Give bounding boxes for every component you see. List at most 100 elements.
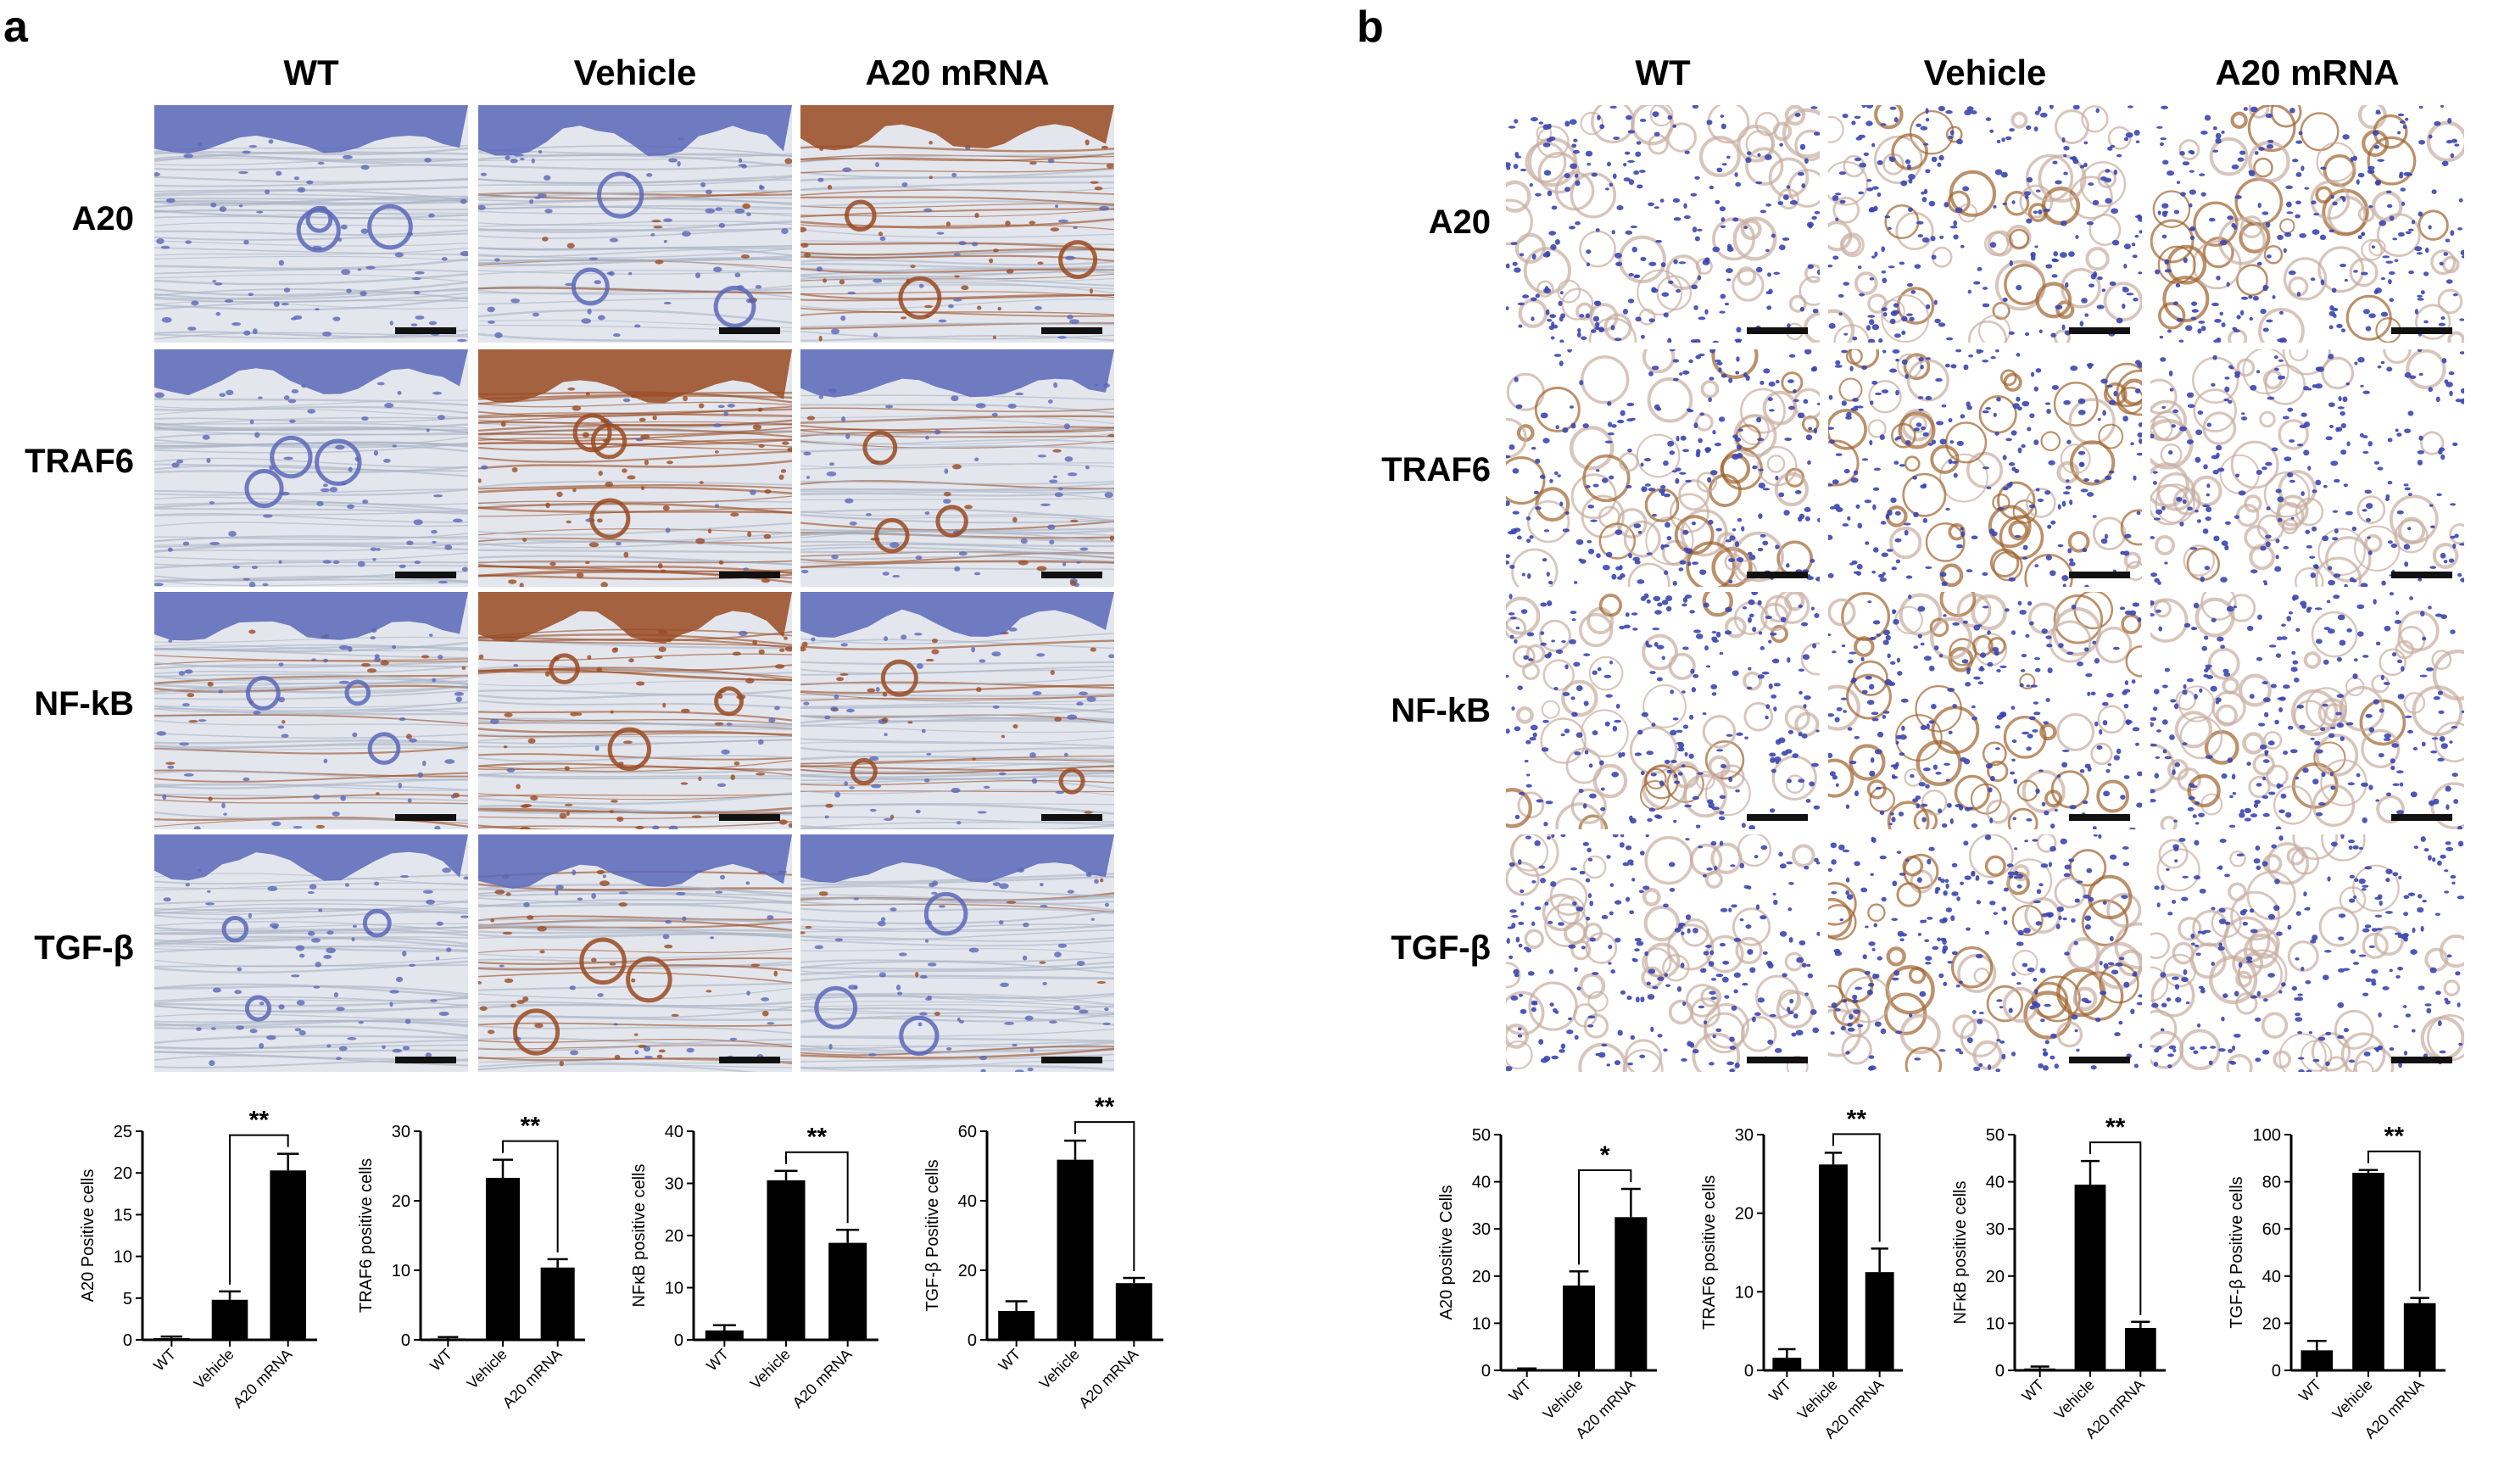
- bar-vehicle: [211, 1299, 248, 1340]
- bar-vehicle: [2352, 1173, 2384, 1370]
- bar-vehicle: [2074, 1184, 2106, 1370]
- y-tick-label: 20: [392, 1192, 410, 1211]
- y-axis-label: TGF-β Positive cells: [923, 1159, 942, 1311]
- scale-bar: [2069, 327, 2130, 334]
- row-label-traf6: TRAF6: [25, 443, 134, 480]
- significance-bracket: [502, 1140, 559, 1252]
- micrograph-tgf-beta-wt: [154, 834, 468, 1072]
- scale-bar: [2069, 572, 2130, 578]
- x-tick-label: Vehicle: [1794, 1376, 1841, 1423]
- x-tick-label: WT: [703, 1346, 732, 1375]
- scale-bar: [719, 1057, 780, 1063]
- significance-label: *: [1600, 1141, 1610, 1169]
- y-tick-label: 30: [665, 1175, 683, 1194]
- x-tick-label: WT: [1506, 1376, 1535, 1405]
- x-tick-label: A20 mRNA: [230, 1346, 296, 1412]
- y-tick-label: 60: [958, 1123, 977, 1141]
- bar-a20-mrna: [2403, 1303, 2436, 1370]
- scale-bar: [395, 814, 456, 821]
- scale-bar: [1747, 572, 1808, 578]
- significance-label: **: [2105, 1113, 2126, 1141]
- scale-bar: [1041, 327, 1102, 334]
- significance-bracket: [2367, 1150, 2421, 1292]
- micrograph-traf6-a20-mrna: [800, 349, 1114, 587]
- bar-a20-mrna: [2124, 1327, 2156, 1370]
- micrograph-tgf-beta-wt: [1506, 834, 1820, 1072]
- column-header-wt: WT: [1635, 53, 1691, 92]
- y-tick-label: 80: [2262, 1174, 2281, 1192]
- x-tick-label: WT: [995, 1346, 1024, 1375]
- micrograph-tgf-beta-a20-mrna: [2150, 834, 2464, 1072]
- column-header-vehicle: Vehicle: [573, 53, 697, 92]
- micrograph-a20-a20-mrna: [2150, 105, 2464, 343]
- y-tick-label: 10: [1735, 1283, 1754, 1302]
- y-tick-label: 0: [1995, 1362, 2005, 1381]
- y-tick-label: 20: [1735, 1205, 1754, 1224]
- scale-bar: [719, 327, 780, 334]
- y-tick-label: 40: [958, 1192, 977, 1211]
- scale-bar: [1747, 1057, 1808, 1063]
- scale-bar: [395, 572, 456, 578]
- significance-label: **: [1095, 1093, 1115, 1121]
- x-tick-label: WT: [1765, 1376, 1794, 1405]
- micrograph-traf6-wt: [1506, 349, 1820, 587]
- scale-bar: [2391, 572, 2452, 578]
- y-tick-label: 100: [2253, 1126, 2281, 1145]
- y-tick-label: 20: [114, 1164, 132, 1183]
- bar-wt: [153, 1338, 190, 1340]
- micrograph-nfkb-vehicle: [478, 592, 792, 829]
- bar-wt: [2300, 1350, 2334, 1370]
- y-tick-label: 60: [2262, 1220, 2281, 1239]
- column-header-wt: WT: [283, 53, 339, 92]
- x-tick-label: Vehicle: [2329, 1376, 2376, 1423]
- scale-bar: [2069, 1057, 2130, 1063]
- y-tick-label: 40: [665, 1123, 683, 1141]
- x-tick-label: A20 mRNA: [789, 1346, 856, 1412]
- significance-bracket: [1832, 1133, 1881, 1242]
- y-tick-label: 0: [1744, 1362, 1754, 1381]
- bar-chart: 0 5 10 15 20 25 A20 Positive cells WT VehicleA20…: [79, 1107, 317, 1412]
- bar-vehicle: [767, 1180, 806, 1340]
- scale-bar: [2069, 814, 2130, 821]
- y-tick-label: 20: [665, 1227, 683, 1246]
- scale-bar: [395, 1057, 456, 1063]
- row-label-nfkb: NF-kB: [1391, 692, 1491, 729]
- significance-label: **: [1847, 1105, 1867, 1133]
- scale-bar: [2391, 1057, 2452, 1063]
- scale-bar: [1747, 814, 1808, 821]
- x-tick-label: Vehicle: [464, 1346, 510, 1392]
- micrograph-traf6-a20-mrna: [2150, 349, 2464, 587]
- y-axis-label: TGF-β Positive cells: [2228, 1176, 2246, 1328]
- bar-a20-mrna: [1115, 1283, 1152, 1340]
- y-tick-label: 40: [1472, 1174, 1491, 1192]
- panel-letter: b: [1357, 3, 1384, 52]
- y-tick-label: 25: [114, 1123, 132, 1141]
- micrograph-a20-vehicle: [478, 105, 792, 343]
- x-tick-label: Vehicle: [2051, 1376, 2098, 1423]
- y-tick-label: 10: [1472, 1314, 1491, 1333]
- y-tick-label: 0: [401, 1331, 410, 1350]
- scale-bar: [2391, 814, 2452, 821]
- row-label-nfkb: NF-kB: [34, 685, 134, 722]
- y-tick-label: 30: [392, 1123, 410, 1141]
- micrograph-nfkb-a20-mrna: [800, 592, 1114, 829]
- micrograph-nfkb-vehicle: [1828, 592, 2142, 829]
- micrograph-tgf-beta-a20-mrna: [800, 834, 1114, 1072]
- micrograph-nfkb-a20-mrna: [2150, 592, 2464, 829]
- y-tick-label: 15: [114, 1206, 132, 1225]
- scale-bar: [719, 814, 780, 821]
- bar-wt: [705, 1330, 744, 1340]
- y-axis-label: A20 Positive cells: [79, 1169, 98, 1303]
- bar-chart: 0 10 20 30 40 NFκB positive cells WT VehicleA20…: [630, 1123, 878, 1412]
- micrograph-a20-a20-mrna: [800, 105, 1114, 343]
- bar-a20-mrna: [270, 1170, 306, 1340]
- row-label-traf6: TRAF6: [1381, 451, 1491, 488]
- bar-vehicle: [485, 1177, 521, 1340]
- micrograph-traf6-wt: [154, 349, 468, 587]
- y-axis-label: NFκB positive cells: [1951, 1181, 1970, 1325]
- significance-label: **: [2384, 1123, 2405, 1151]
- y-tick-label: 5: [123, 1290, 132, 1308]
